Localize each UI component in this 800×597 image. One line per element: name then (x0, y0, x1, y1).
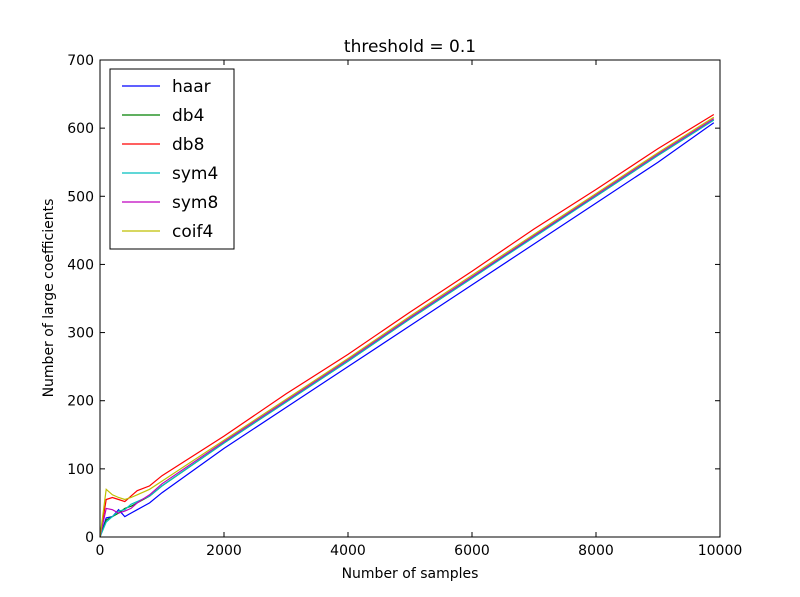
legend-box (109, 68, 235, 250)
legend: haar db4 db8 sym4 sym8 coif4 (109, 68, 235, 250)
y-tick-label: 100 (67, 462, 94, 478)
x-tick-label: 4000 (330, 543, 366, 559)
y-tick-label: 600 (67, 121, 94, 137)
legend-label-sym4: sym4 (172, 164, 218, 184)
legend-label-coif4: coif4 (172, 222, 213, 242)
y-tick-label: 300 (67, 326, 94, 342)
chart-title: threshold = 0.1 (344, 37, 476, 57)
y-tick-label: 200 (67, 394, 94, 410)
x-tick-label: 0 (96, 543, 105, 559)
series-line-haar (99, 122, 715, 538)
series-line-db8 (99, 113, 715, 538)
y-tick-label: 700 (67, 53, 94, 69)
series-line-coif4 (99, 116, 715, 538)
x-axis-label: Number of samples (342, 566, 479, 582)
x-tick-label: 6000 (454, 543, 490, 559)
plot-frame (99, 59, 721, 538)
legend-label-sym8: sym8 (172, 193, 218, 213)
y-tick-label: 500 (67, 189, 94, 205)
legend-label-db4: db4 (172, 106, 204, 126)
x-tick-label: 10000 (698, 543, 743, 559)
series-layer (99, 113, 715, 538)
x-tick-label: 2000 (206, 543, 242, 559)
y-axis-label: Number of large coefficients (41, 199, 57, 398)
tick-layer: 0 2000 4000 6000 8000 10000 0 100 200 300 400 500 60… (67, 53, 742, 559)
series-line-sym8 (99, 118, 715, 538)
legend-label-haar: haar (172, 77, 211, 97)
x-tick-label: 8000 (578, 543, 614, 559)
legend-label-db8: db8 (172, 135, 204, 155)
y-tick-label: 0 (85, 530, 94, 546)
y-tick-label: 400 (67, 257, 94, 273)
